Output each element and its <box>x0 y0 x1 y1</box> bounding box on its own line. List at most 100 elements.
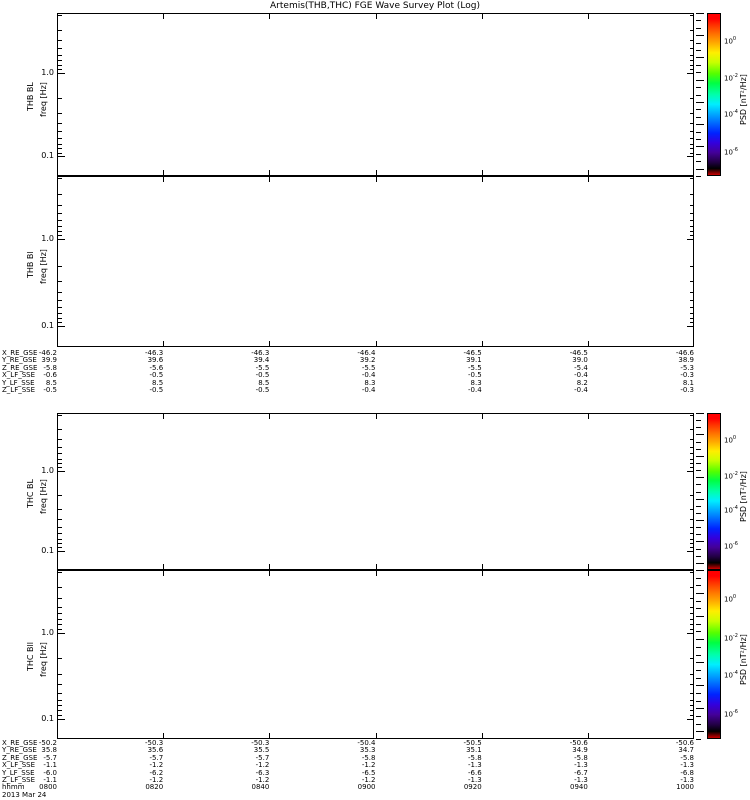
y-tick-right-thc-bl <box>690 539 694 540</box>
colorbar-axis-tick <box>696 154 701 155</box>
ephemeris-value: -0.6 <box>43 371 57 380</box>
ephemeris-value: -0.5 <box>255 386 270 394</box>
ephemeris-row-label: X_LF_SSE <box>2 371 36 380</box>
y-tick-thb-bl <box>58 144 62 145</box>
colorbar-tick-exponent: 0 <box>732 435 737 441</box>
time-tick-label: 0900 <box>357 783 376 792</box>
x-tick-bottom-thb-bl <box>269 170 270 175</box>
x-tick-thc-bll <box>163 571 164 576</box>
y-tick-right-thc-bll <box>690 658 694 659</box>
colorbar-tick-label-cbar-thc-bl: 10-6 <box>724 541 738 551</box>
colorbar-axis-tick <box>696 470 701 471</box>
ephemeris-value: -5.8 <box>43 363 57 372</box>
x-tick-bottom-thb-bl <box>588 170 589 175</box>
ephemeris-value: -0.4 <box>361 371 376 380</box>
ephemeris-value: -1.1 <box>43 776 57 784</box>
y-tick-thc-bl <box>58 543 62 544</box>
colorbar-axis-tick <box>696 585 701 586</box>
panel-frame-thc-bll <box>57 570 694 739</box>
y-tick-label-thb-bl: 1.0 <box>41 68 54 77</box>
colorbar-axis-tick <box>696 28 701 29</box>
y-tick-label-thc-bl: 1.0 <box>41 466 54 475</box>
y-tick-thc-bl <box>58 459 62 460</box>
time-tick-label: 0940 <box>570 783 588 792</box>
y-tick-thc-bl <box>58 539 62 540</box>
colorbar-axis-tick <box>696 442 701 443</box>
time-tick-label: 0920 <box>463 783 482 792</box>
y-tick-right-thb-bl <box>690 131 694 132</box>
ephemeris-value: -50.6 <box>569 739 588 747</box>
y-tick-right-thb-bl <box>690 55 694 56</box>
y-tick-right-thc-bll <box>690 598 694 599</box>
colorbar-tick-label-cbar-thc-bll: 10-6 <box>724 709 738 719</box>
ephemeris-value: -0.3 <box>680 371 694 380</box>
colorbar-label-cbar-thc-bl: PSD [nT²/Hz] <box>739 470 748 522</box>
ephemeris-value: 39.0 <box>572 356 588 365</box>
ephemeris-value: 35.5 <box>253 746 270 755</box>
colorbar-tick-exponent: -4 <box>732 109 738 115</box>
colorbar-tick-exponent: -2 <box>732 633 738 639</box>
ephemeris-value: 35.6 <box>147 746 164 755</box>
colorbar-axis-tick <box>696 655 701 656</box>
colorbar-axis-tick <box>696 132 701 133</box>
y-tick-thc-bll <box>58 715 62 716</box>
ephemeris-value: -5.8 <box>680 753 694 762</box>
y-tick-thb-bl <box>58 55 62 56</box>
ephemeris-value: -0.4 <box>574 386 588 394</box>
y-tick-thc-bll <box>58 629 62 630</box>
ephemeris-value: -1.3 <box>467 761 482 770</box>
x-tick-thc-bl <box>376 414 377 419</box>
ephemeris-value: -6.8 <box>680 768 694 777</box>
ephemeris-row: Y_RE_GSE 35.8 35.6 35.5 35.3 35.1 34.9 34.7 <box>0 746 750 755</box>
ephemeris-value: -50.2 <box>38 739 57 747</box>
ephemeris-value: -5.3 <box>680 363 694 372</box>
ephemeris-row-label: Z_LF_SSE <box>2 776 36 784</box>
y-tick-thc-bll <box>58 633 65 634</box>
colorbar-tick-exponent: -2 <box>732 471 738 477</box>
y-tick-right-thb-bll <box>690 235 694 236</box>
colorbar-axis-tick <box>696 527 701 528</box>
ephemeris-value: 35.3 <box>359 746 376 755</box>
y-tick-thc-bll <box>58 705 62 706</box>
colorbar-axis-tick <box>696 492 701 493</box>
ephemeris-row-label: Y_LF_SSE <box>2 378 35 387</box>
ephemeris-row-label: Z_RE_GSE <box>2 753 38 762</box>
ephemeris-value: -1.2 <box>149 761 164 770</box>
colorbar-axis-tick <box>696 65 701 66</box>
y-tick-right-thc-bll <box>687 633 694 634</box>
ephemeris-value: -0.4 <box>574 371 588 380</box>
ephemeris-value: -1.3 <box>574 761 588 770</box>
y-tick-right-thb-bll <box>690 220 694 221</box>
y-tick-right-thc-bl <box>690 447 694 448</box>
ephemeris-value: -0.5 <box>149 386 164 394</box>
x-tick-bottom-thc-bl <box>482 564 483 569</box>
y-tick-thc-bl <box>58 467 62 468</box>
y-tick-right-thc-bl <box>690 467 694 468</box>
y-tick-right-thb-bl <box>690 123 694 124</box>
ephemeris-value: -0.3 <box>680 386 694 394</box>
colorbar-axis-tick <box>696 662 704 663</box>
ephemeris-value: -1.2 <box>361 776 376 784</box>
colorbar-axis-tick <box>696 169 704 170</box>
colorbar-cbar-thc-bl <box>707 413 721 570</box>
y-tick-thb-bll <box>58 326 65 327</box>
ephemeris-value: -0.4 <box>467 386 482 394</box>
y-tick-label-thc-bll: 0.1 <box>41 714 54 723</box>
y-tick-right-thc-bl <box>690 519 694 520</box>
colorbar-axis-tick <box>696 631 701 632</box>
y-tick-right-thb-bll <box>687 326 694 327</box>
colorbar-axis-tick <box>696 608 701 609</box>
y-tick-thb-bll <box>58 231 62 232</box>
ephemeris-value: -46.5 <box>569 349 588 357</box>
ephemeris-value: -5.8 <box>467 753 482 762</box>
colorbar-axis-tick <box>696 639 704 640</box>
ephemeris-value: 8.5 <box>45 378 57 387</box>
colorbar-axis-tick <box>696 601 701 602</box>
y-tick-thb-bl <box>58 138 62 139</box>
ephemeris-value: -1.3 <box>680 776 694 784</box>
ephemeris-value: -5.5 <box>467 363 482 372</box>
colorbar-axis-tick <box>696 678 701 679</box>
y-tick-right-thc-bl <box>690 415 694 416</box>
ephemeris-value: 39.2 <box>359 356 376 365</box>
